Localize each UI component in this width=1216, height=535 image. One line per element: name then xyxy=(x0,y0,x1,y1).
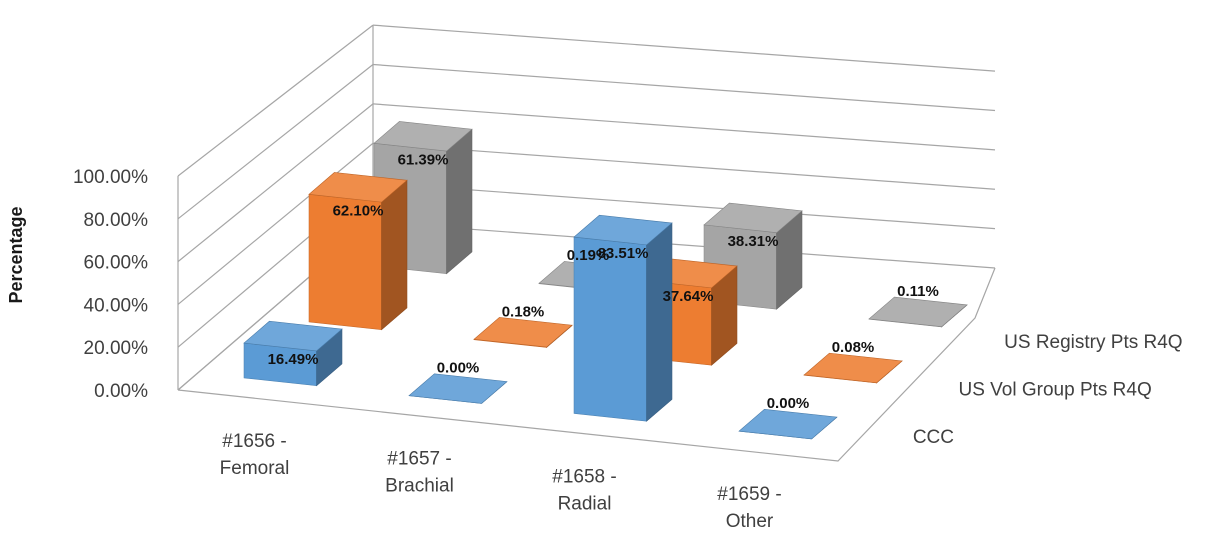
gridline-back xyxy=(372,24,996,72)
bar-top-face xyxy=(573,214,673,246)
bar xyxy=(308,172,408,331)
data-label: 62.10% xyxy=(333,202,384,219)
gridline-back xyxy=(372,221,996,269)
category-label: #1657 -Brachial xyxy=(385,449,454,497)
data-label: 0.00% xyxy=(767,395,810,412)
data-label: 38.31% xyxy=(728,233,779,250)
series-label: US Registry Pts R4Q xyxy=(1004,332,1182,353)
bar-top-face xyxy=(868,296,968,328)
bar-top-face xyxy=(243,320,343,352)
data-labels: 61.39% 0.19% 38.31% 0.11% 62.10% 0.18% 37.64% 0… xyxy=(268,151,939,412)
data-label: 0.11% xyxy=(897,283,939,300)
y-tick-label: 80.00% xyxy=(84,210,149,231)
gridline-side xyxy=(177,24,374,177)
gridline-back xyxy=(372,63,996,112)
data-label: 0.19% xyxy=(567,247,610,264)
y-tick-label: 20.00% xyxy=(84,338,149,359)
bar xyxy=(703,202,803,310)
bars xyxy=(243,121,968,440)
bar-top-face xyxy=(473,317,573,348)
y-tick-label: 60.00% xyxy=(84,253,149,274)
bar-top-face xyxy=(738,408,838,440)
data-label: 0.08% xyxy=(832,339,875,356)
chart-walls xyxy=(177,24,996,462)
category-labels: #1656 -Femoral #1657 -Brachial #1658 -Radi… xyxy=(220,431,782,532)
bar-top-face xyxy=(373,121,473,152)
bar xyxy=(868,296,968,328)
bar-side-face xyxy=(446,128,473,275)
data-label: 37.64% xyxy=(663,288,714,305)
y-axis-label: Percentage xyxy=(6,206,26,303)
gridline-back xyxy=(372,142,996,190)
bar-top-face xyxy=(308,172,408,203)
category-label: #1658 -Radial xyxy=(552,466,616,514)
data-label: 61.39% xyxy=(398,151,449,168)
bar xyxy=(803,352,903,384)
gridline-back xyxy=(372,103,996,151)
bar-top-face xyxy=(703,202,803,233)
gridline-side xyxy=(177,142,374,305)
bar xyxy=(243,320,343,387)
bar xyxy=(473,317,573,349)
gridline-side xyxy=(177,64,374,220)
y-axis-ticks: 0.00% 20.00% 40.00% 60.00% 80.00% 100.00% xyxy=(73,167,148,402)
bar-top-face xyxy=(803,352,903,384)
bar xyxy=(738,408,838,440)
gridline-side xyxy=(177,103,374,263)
category-label: #1656 -Femoral xyxy=(220,431,290,479)
data-label: 16.49% xyxy=(268,351,319,368)
bar-front-face xyxy=(573,236,647,422)
data-label: 0.00% xyxy=(437,360,480,377)
bar xyxy=(408,373,508,404)
bar xyxy=(573,214,673,422)
gridline-back xyxy=(372,182,996,230)
data-label: 83.51% xyxy=(598,245,649,262)
floor-outline xyxy=(177,267,996,462)
bar xyxy=(373,121,473,275)
y-tick-label: 40.00% xyxy=(84,295,149,316)
y-tick-label: 0.00% xyxy=(94,381,148,402)
bar-top-face xyxy=(408,373,508,404)
data-label: 0.18% xyxy=(502,303,545,320)
series-label: US Vol Group Pts R4Q xyxy=(959,380,1152,401)
y-tick-label: 100.00% xyxy=(73,167,148,188)
bar-side-face xyxy=(381,179,408,331)
bar-side-face xyxy=(646,222,673,422)
series-label: CCC xyxy=(913,427,954,448)
category-label: #1659 -Other xyxy=(717,484,781,532)
series-labels: CCC US Vol Group Pts R4Q US Registry Pts R… xyxy=(913,332,1183,448)
